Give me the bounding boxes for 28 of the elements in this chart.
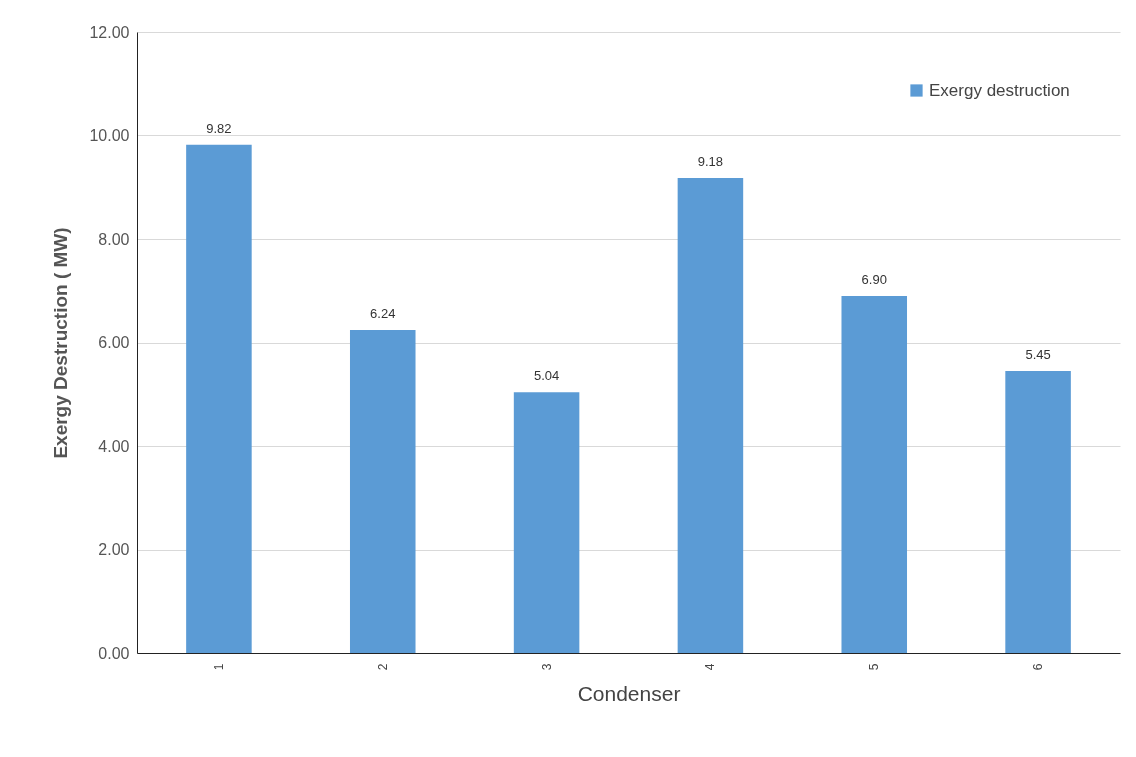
x-tick-label: 3 — [539, 663, 554, 671]
bar — [349, 330, 416, 653]
bar — [1005, 370, 1071, 653]
x-tick-label: 4 — [703, 663, 718, 671]
y-tick-label: 8.00 — [98, 230, 130, 248]
y-tick-label: 0.00 — [98, 644, 130, 662]
text: 5.04 — [533, 368, 560, 384]
bar — [186, 144, 252, 653]
text: 5.45 — [1025, 346, 1051, 362]
y-tick-label: 12.00 — [89, 23, 130, 41]
x-axis-title: Condenser — [577, 682, 681, 706]
text: 9.18 — [697, 153, 724, 169]
y-tick-label: 6.00 — [98, 334, 130, 351]
x-tick-label: 6 — [1031, 663, 1046, 671]
bar — [841, 295, 908, 653]
y-tick-label: 2.00 — [98, 541, 130, 558]
bar — [513, 392, 580, 653]
y-tick-label: 10.00 — [89, 127, 130, 144]
text: 6.90 — [861, 271, 887, 287]
x-tick-label: 2 — [375, 663, 390, 671]
text: 6.24 — [370, 306, 396, 322]
x-tick-label: 1 — [211, 663, 226, 671]
text: 9.82 — [206, 120, 232, 136]
y-tick-label: 4.00 — [98, 437, 130, 455]
legend-label: Exergy destruction — [929, 80, 1070, 100]
x-tick-label: 5 — [867, 663, 882, 671]
bar — [677, 177, 744, 653]
y-axis-title: Exergy Destruction ( MW) — [50, 227, 72, 459]
